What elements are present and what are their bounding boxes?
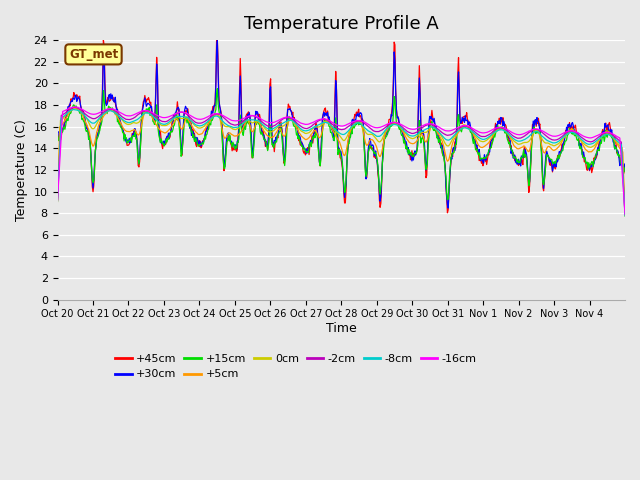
+45cm [401, 140, 408, 146]
+45cm [121, 134, 129, 140]
+5cm [401, 132, 408, 138]
+30cm [401, 136, 408, 142]
Line: +5cm: +5cm [58, 108, 625, 216]
+45cm [54, 134, 61, 140]
+15cm [401, 137, 408, 143]
+15cm [621, 165, 629, 170]
-8cm [121, 118, 129, 124]
+30cm [54, 137, 61, 143]
+30cm [275, 126, 283, 132]
-8cm [433, 127, 440, 132]
Line: -16cm: -16cm [58, 107, 625, 214]
+5cm [54, 199, 61, 204]
-2cm [401, 126, 408, 132]
Title: Temperature Profile A: Temperature Profile A [244, 15, 438, 33]
+15cm [225, 138, 233, 144]
+30cm [444, 205, 452, 211]
-8cm [275, 122, 283, 128]
0cm [70, 104, 78, 110]
-2cm [621, 212, 629, 217]
-2cm [225, 120, 233, 126]
-2cm [275, 120, 283, 125]
+45cm [621, 168, 629, 174]
Line: +15cm: +15cm [58, 89, 625, 200]
X-axis label: Time: Time [326, 322, 356, 335]
+30cm [225, 134, 233, 140]
+30cm [253, 109, 261, 115]
+15cm [214, 86, 221, 92]
-8cm [401, 128, 408, 134]
-16cm [433, 123, 440, 129]
+15cm [120, 138, 128, 144]
-16cm [621, 211, 629, 217]
Line: 0cm: 0cm [58, 107, 625, 216]
+45cm [444, 210, 451, 216]
-2cm [121, 116, 129, 121]
+5cm [275, 126, 283, 132]
-8cm [253, 118, 261, 123]
0cm [225, 124, 233, 130]
+30cm [214, 38, 221, 44]
-2cm [253, 115, 261, 120]
+30cm [433, 123, 440, 129]
+5cm [121, 127, 129, 133]
+5cm [433, 127, 440, 133]
+45cm [225, 133, 233, 139]
-16cm [275, 117, 283, 123]
-8cm [54, 198, 61, 204]
-16cm [54, 197, 61, 203]
-8cm [70, 107, 77, 112]
-8cm [225, 123, 233, 129]
+45cm [253, 112, 261, 118]
0cm [401, 130, 408, 135]
+30cm [120, 136, 128, 142]
Text: GT_met: GT_met [69, 48, 118, 61]
0cm [121, 120, 129, 126]
Y-axis label: Temperature (C): Temperature (C) [15, 119, 28, 221]
0cm [54, 198, 61, 204]
+45cm [433, 125, 440, 131]
-8cm [621, 213, 629, 219]
+15cm [253, 117, 261, 123]
0cm [275, 124, 283, 130]
0cm [433, 126, 440, 132]
-2cm [433, 125, 440, 131]
+5cm [72, 106, 79, 111]
+30cm [621, 168, 629, 174]
0cm [621, 213, 629, 219]
0cm [253, 118, 261, 123]
-2cm [72, 105, 79, 110]
+15cm [275, 131, 283, 137]
-16cm [401, 123, 408, 129]
+15cm [54, 133, 61, 139]
+5cm [225, 130, 233, 136]
Line: -8cm: -8cm [58, 109, 625, 216]
-16cm [225, 116, 233, 122]
+15cm [433, 131, 440, 137]
+45cm [275, 126, 283, 132]
Legend: +45cm, +30cm, +15cm, +5cm, 0cm, -2cm, -8cm, -16cm: +45cm, +30cm, +15cm, +5cm, 0cm, -2cm, -8… [111, 349, 481, 384]
Line: +45cm: +45cm [58, 40, 625, 213]
Line: -2cm: -2cm [58, 108, 625, 215]
-2cm [54, 197, 61, 203]
-16cm [72, 104, 79, 110]
+15cm [444, 197, 451, 203]
+5cm [253, 119, 261, 125]
-16cm [121, 112, 129, 118]
+5cm [621, 213, 629, 218]
+45cm [100, 37, 108, 43]
Line: +30cm: +30cm [58, 41, 625, 208]
-16cm [253, 114, 261, 120]
